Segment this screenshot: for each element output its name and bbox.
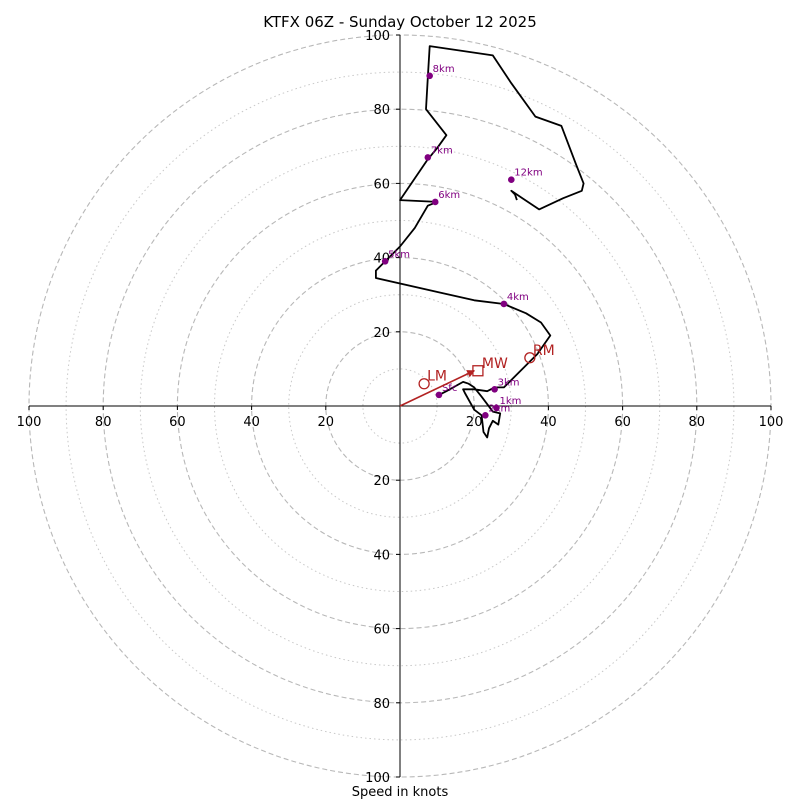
left-mover-marker: [418, 378, 430, 390]
y-tick-label: 40: [373, 548, 390, 563]
x-tick-label: 80: [95, 415, 112, 430]
height-label-4km: 4km: [507, 292, 529, 303]
height-marker-8km: [426, 72, 433, 80]
height-marker-12km: [508, 176, 515, 183]
y-tick-label: 20: [373, 326, 390, 341]
x-tick-label: 60: [169, 415, 186, 430]
y-tick-label: 20: [373, 474, 390, 489]
height-label-3km: 3km: [498, 377, 520, 388]
mean-wind-marker: [472, 365, 484, 377]
right-mover-label: RM: [533, 343, 555, 359]
y-tick-label: 80: [373, 103, 390, 118]
left-mover-label: LM: [427, 369, 447, 385]
x-tick-label: 40: [540, 415, 557, 430]
height-label-5km: 5km: [388, 249, 410, 260]
y-tick-label: 80: [373, 697, 390, 712]
y-tick-label: 60: [373, 177, 390, 192]
height-label-8km: 8km: [433, 64, 455, 75]
x-tick-label: 60: [614, 415, 631, 430]
height-label-2km: 2km: [488, 403, 510, 414]
mean-wind-label: MW: [482, 356, 508, 372]
x-tick-label: 20: [318, 415, 335, 430]
height-label-6km: 6km: [438, 190, 460, 201]
height-marker-6km: [431, 198, 439, 206]
y-tick-label: 60: [373, 623, 390, 638]
height-marker-4km: [500, 300, 508, 308]
x-axis-label: Speed in knots: [352, 785, 449, 800]
height-label-12km: 12km: [514, 168, 542, 179]
chart-title: KTFX 06Z - Sunday October 12 2025: [263, 13, 537, 31]
height-marker-3km: [491, 386, 498, 393]
height-marker-1km: [493, 404, 500, 412]
x-tick-label: 80: [689, 415, 706, 430]
height-label-Sfc: Sfc: [442, 383, 457, 394]
height-label-1km: 1km: [499, 396, 521, 407]
hodograph-trace: [374, 45, 585, 439]
height-marker-2km: [482, 411, 489, 419]
height-marker-Sfc: [435, 391, 443, 399]
hodograph-line: [374, 45, 585, 439]
storm-motion: RM LM MW: [399, 343, 555, 407]
height-label-7km: 7km: [431, 145, 453, 156]
y-tick-label: 100: [365, 771, 390, 786]
height-marker-7km: [424, 154, 432, 161]
x-tick-label: 100: [17, 415, 42, 430]
x-tick-label: 40: [243, 415, 260, 430]
height-marker-5km: [381, 258, 389, 265]
right-mover-marker: [524, 352, 536, 364]
x-tick-label: 100: [759, 415, 784, 430]
x-tick-label: 20: [466, 415, 483, 430]
tick-labels: 100 80 60 40 20 20 40 60 80 100100806040202040608…: [17, 29, 784, 786]
y-tick-label: 100: [365, 29, 390, 44]
storm-motion-arrow: [399, 370, 476, 407]
